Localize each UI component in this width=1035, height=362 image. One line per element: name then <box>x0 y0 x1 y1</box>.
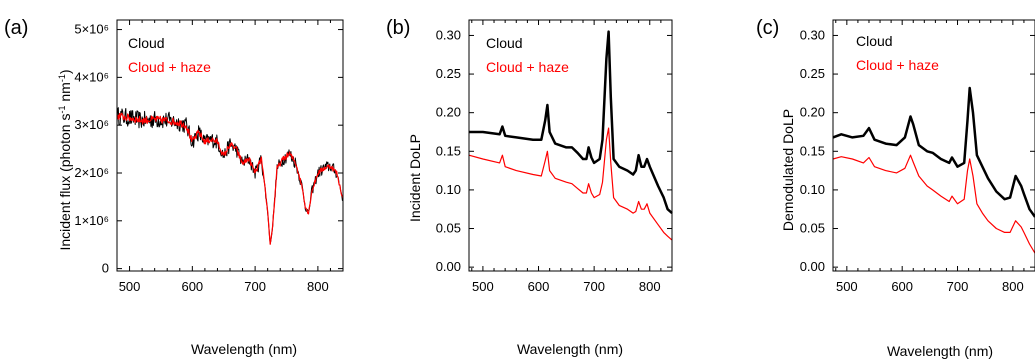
panel-a-xtick-label: 700 <box>244 279 266 294</box>
panel-b-series-cloud-line <box>469 30 673 215</box>
panel-c-xtick-label: 700 <box>947 279 969 294</box>
panel-c-xtick-label: 500 <box>836 279 858 294</box>
panel-b-plot-frame <box>468 19 673 272</box>
panel-a-y-axis-title: Incident flux (photon s-1 nm-1) <box>57 69 73 250</box>
panel-b-xtick-label: 600 <box>528 279 550 294</box>
panel-a-plot-frame <box>116 19 344 272</box>
panel-a-series <box>116 107 344 245</box>
panel-b-legend-cloud: Cloud <box>486 35 523 51</box>
panel-b-ytick-label: 0.05 <box>436 221 461 236</box>
panel-b-xtick-label: 700 <box>583 279 605 294</box>
panel-a-ytick-label: 5×10⁶ <box>74 22 109 37</box>
panel-c-plot-frame <box>832 19 1035 272</box>
panel-b-xtick-label: 800 <box>639 279 661 294</box>
panel-b-y-axis-title: Incident DoLP <box>407 134 423 222</box>
panel-a-letter: (a) <box>4 17 28 39</box>
panel-a-ticks: 500 600 700 800 0 1×10⁶ 2×10⁶ 3×10⁶ 4×10⁶ 5×10⁶ <box>74 20 344 294</box>
panel-c-ytick-label: 0.05 <box>800 221 825 236</box>
panel-c-ytick-label: 0.20 <box>800 105 825 120</box>
panel-a-ytick-label: 4×10⁶ <box>74 69 109 84</box>
panel-c-legend-cloud: Cloud <box>856 33 893 49</box>
panel-a-series-cloud-line <box>116 107 344 245</box>
panel-a-x-axis-title: Wavelength (nm) <box>191 341 297 357</box>
panel-a-xtick-label: 600 <box>181 279 203 294</box>
panel-a-series-cloud-haze-line <box>116 112 344 245</box>
panel-a-ytick-label: 0 <box>102 261 109 276</box>
panel-b-legend-cloud-haze: Cloud + haze <box>486 59 569 75</box>
panel-c-series <box>832 86 1035 254</box>
panel-b: (b) 500 600 700 800 0.00 0.05 0.10 0.15 0.20 0.25… <box>386 17 673 357</box>
panel-a: (a) 500 600 700 800 0 1×10⁶ 2×10⁶ 3×10⁶ 4×10⁶ 5×1… <box>4 17 344 357</box>
panel-a-xtick-label: 500 <box>119 279 141 294</box>
panel-b-ytick-label: 0.10 <box>436 182 461 197</box>
panel-c: (c) 500 600 700 800 0.00 0.05 0.10 0.15 0.20 0.25… <box>756 17 1035 359</box>
panel-b-xtick-label: 500 <box>472 279 494 294</box>
panel-c-legend-cloud-haze: Cloud + haze <box>856 57 939 73</box>
panel-b-ytick-label: 0.25 <box>436 66 461 81</box>
panel-b-series-cloud-haze-line <box>468 127 673 241</box>
panel-a-ytick-label: 3×10⁶ <box>74 117 109 132</box>
panel-b-ytick-label: 0.30 <box>436 27 461 42</box>
panel-a-ytick-label: 2×10⁶ <box>74 165 109 180</box>
panel-c-ytick-label: 0.25 <box>800 66 825 81</box>
panel-a-legend-cloud: Cloud <box>128 35 165 51</box>
panel-b-ytick-label: 0.15 <box>436 143 461 158</box>
panel-c-letter: (c) <box>756 17 779 39</box>
panel-c-x-axis-title: Wavelength (nm) <box>887 343 993 359</box>
panel-b-series <box>468 30 673 241</box>
panel-b-ticks: 500 600 700 800 0.00 0.05 0.10 0.15 0.20 0.25 0.30 <box>436 20 673 294</box>
panel-c-series-cloud-line <box>832 86 1035 218</box>
panel-b-x-axis-title: Wavelength (nm) <box>517 341 623 357</box>
panel-c-xtick-label: 800 <box>1002 279 1024 294</box>
panel-c-xtick-label: 600 <box>891 279 913 294</box>
panel-c-ytick-label: 0.00 <box>800 259 825 274</box>
panel-b-ytick-label: 0.20 <box>436 105 461 120</box>
panel-c-ytick-label: 0.30 <box>800 27 825 42</box>
panel-c-ytick-label: 0.15 <box>800 143 825 158</box>
panel-a-legend-cloud-haze: Cloud + haze <box>128 59 211 75</box>
panel-c-series-cloud-haze-line <box>832 154 1035 254</box>
panel-b-letter: (b) <box>386 17 410 39</box>
panel-c-y-axis-title: Demodulated DoLP <box>780 109 796 231</box>
panel-a-ytick-label: 1×10⁶ <box>74 213 109 228</box>
panel-b-ytick-label: 0.00 <box>436 259 461 274</box>
panel-a-xtick-label: 800 <box>307 279 329 294</box>
panel-c-ytick-label: 0.10 <box>800 182 825 197</box>
